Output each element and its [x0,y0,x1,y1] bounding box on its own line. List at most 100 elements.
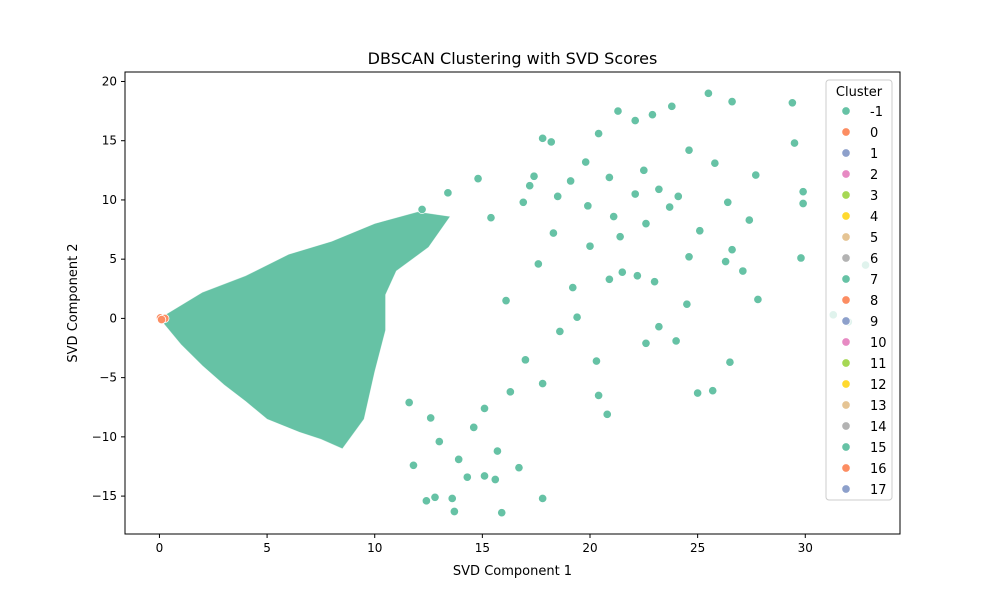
data-point [751,170,761,180]
data-point [585,241,595,251]
data-point [617,267,627,277]
data-point [789,138,800,148]
legend-label: 17 [870,483,887,498]
legend-label: 11 [870,357,887,372]
data-point [449,506,459,517]
data-point [727,97,737,107]
legend-marker [841,253,851,263]
x-axis-label: SVD Component 1 [453,564,572,579]
y-axis-label: SVD Component 2 [66,243,81,362]
legend-marker [841,190,851,200]
data-point [520,355,530,365]
data-point [492,446,503,456]
legend-marker [841,400,851,410]
data-point [682,299,692,309]
legend-marker [841,169,851,179]
y-axis: −15 −10 −5 0 5 10 15 20 [92,74,125,503]
data-point [501,296,511,306]
data-point [693,388,703,398]
data-point [447,493,457,504]
legend-label: -1 [870,105,883,120]
data-point [421,496,431,506]
legend-label: 15 [870,441,887,456]
data-point [721,256,731,267]
legend-marker [841,484,851,494]
legend-label: 8 [870,294,878,309]
data-point [486,213,496,223]
data-point [538,133,548,143]
legend-label: 5 [870,231,878,246]
data-point [553,191,563,201]
data-point [426,413,436,423]
data-point [568,283,578,293]
data-point [708,386,718,396]
data-point [738,266,748,276]
data-point [430,492,440,502]
data-point [796,253,806,263]
x-axis: 0 5 10 15 20 25 30 [156,534,813,555]
legend-marker [841,232,851,242]
x-tick-label: 10 [367,541,382,555]
data-point [594,390,604,400]
data-point [566,176,576,186]
legend-marker [841,295,851,305]
data-point [490,474,500,485]
data-point [725,357,735,367]
data-point [665,202,675,212]
data-point [798,198,808,209]
x-tick-label: 25 [690,541,705,555]
data-point [703,88,713,98]
legend-label: 3 [870,189,878,204]
data-point [604,274,614,284]
legend-marker [841,337,851,347]
legend-label: 4 [870,210,878,225]
data-point [602,409,612,419]
legend-marker [841,421,851,431]
data-point [462,472,472,482]
legend-label: 16 [870,462,887,477]
data-point [630,189,640,199]
legend-marker [841,379,851,389]
data-point [594,129,604,139]
data-point [533,259,543,269]
data-point [469,422,479,432]
legend-frame [825,79,893,501]
y-tick-label: −15 [92,489,117,503]
data-point [753,294,763,305]
y-tick-label: 10 [102,193,117,207]
legend-label: 1 [870,147,878,162]
data-point [798,187,808,197]
data-point [615,232,625,242]
legend-marker [841,211,851,221]
data-point [647,110,658,120]
legend-marker [841,106,851,116]
data-point [404,397,414,408]
data-point [604,172,614,183]
data-point [723,197,733,207]
legend-marker [841,463,851,473]
data-point [538,378,548,389]
data-point [639,165,649,175]
data-point [641,219,651,229]
data-point [157,315,167,325]
data-point [744,215,754,225]
data-point [609,211,619,222]
x-tick-label: 0 [156,541,164,555]
data-point [546,137,556,147]
data-point [581,157,591,167]
y-tick-label: 5 [109,252,117,266]
data-point [538,493,548,504]
data-point [630,115,640,126]
legend-label: 6 [870,252,878,267]
data-point [497,508,507,518]
legend-marker [841,442,851,452]
chart-title: DBSCAN Clustering with SVD Scores [368,49,658,68]
legend-label: 12 [870,378,887,393]
data-point [673,191,683,201]
legend-marker [841,358,851,368]
data-point [641,338,651,348]
data-point [434,437,444,447]
data-point [417,204,427,214]
